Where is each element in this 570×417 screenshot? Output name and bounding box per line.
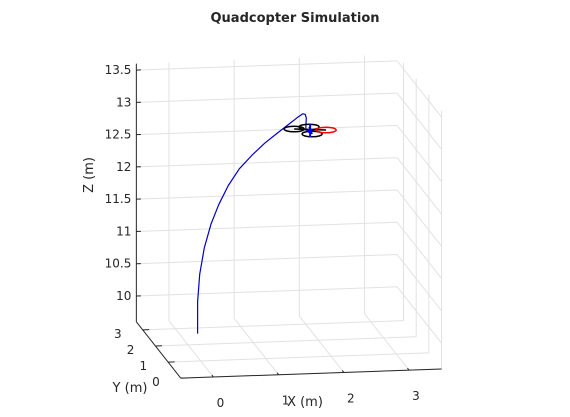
x-tick-label: 0 bbox=[217, 396, 225, 410]
x-axis-line bbox=[181, 369, 442, 378]
x-axis-label: X (m) bbox=[287, 395, 323, 410]
z-tick-label: 11 bbox=[116, 224, 131, 238]
floor-grid-y bbox=[143, 321, 404, 330]
quadcopter-model bbox=[284, 124, 336, 137]
chart-title: Quadcopter Simulation bbox=[211, 11, 380, 26]
floor-grid-y bbox=[155, 337, 416, 346]
x-tick-label: 3 bbox=[412, 389, 420, 403]
back-grid-z bbox=[136, 222, 397, 231]
z-tick-label: 10.5 bbox=[105, 257, 132, 271]
y-tick-label: 2 bbox=[127, 343, 135, 357]
z-tick-label: 10 bbox=[116, 289, 131, 303]
z-tick-label: 11.5 bbox=[105, 192, 132, 206]
back-grid-z bbox=[136, 93, 397, 102]
z-tick-label: 13.5 bbox=[105, 63, 132, 77]
y-tick-label: 1 bbox=[139, 359, 147, 373]
z-tick-label: 12 bbox=[116, 160, 131, 174]
series-layer bbox=[198, 114, 310, 334]
y-tick-label: 0 bbox=[152, 375, 160, 389]
z-tick-label: 12.5 bbox=[105, 128, 132, 142]
axes-edges bbox=[136, 64, 441, 379]
floor-grid-y bbox=[168, 353, 429, 362]
back-grid-z bbox=[136, 61, 397, 70]
z-tick-label: 13 bbox=[116, 95, 131, 109]
grid-layer bbox=[136, 56, 441, 379]
back-grid-z bbox=[136, 158, 397, 167]
back-grid-z bbox=[136, 125, 397, 134]
back-grid-z bbox=[136, 190, 397, 199]
y-tick-label: 3 bbox=[114, 327, 122, 341]
trajectory-line bbox=[198, 114, 310, 334]
y-axis-label: Y (m) bbox=[112, 381, 148, 396]
back-grid-z bbox=[136, 255, 397, 264]
back-grid-z bbox=[136, 287, 397, 296]
x-tick-label: 2 bbox=[347, 391, 355, 405]
z-axis-label: Z (m) bbox=[82, 157, 97, 193]
